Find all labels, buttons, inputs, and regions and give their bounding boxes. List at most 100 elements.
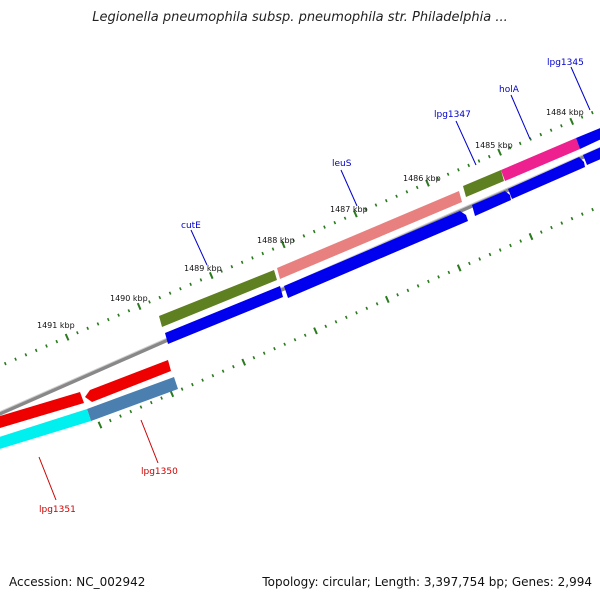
scale-label: 1485 kbp [475,141,513,150]
gene-arrow-lpg1347[interactable] [472,191,511,216]
major-tick [281,241,286,249]
minor-tick [395,194,398,198]
minor-tick [127,309,131,313]
minor-tick [262,351,266,355]
minor-tick [302,234,306,238]
minor-tick [457,168,460,172]
gene-label-holA[interactable]: holA [499,85,520,95]
gene-label-lpg1350[interactable]: lpg1350 [141,467,178,477]
gene-bar-holA-cog[interactable] [501,138,580,181]
minor-tick [261,251,265,256]
minor-tick [271,247,275,251]
minor-tick [467,163,471,168]
minor-tick [211,373,215,378]
gene-arrow-leuS[interactable] [284,211,468,298]
map-title: Legionella pneumophila subsp. pneumophil… [92,10,508,25]
gene-bar-lpg1351-cog[interactable] [0,409,91,452]
minor-tick [129,409,133,414]
gene-arrow-holA[interactable] [508,157,585,199]
minor-tick [106,317,110,322]
minor-tick [477,159,481,163]
minor-tick [560,221,564,225]
scale-label: 1488 kbp [257,236,295,245]
gene-label-lpg1351[interactable]: lpg1351 [39,505,76,515]
minor-tick [539,132,543,137]
gene-label-lpg1347[interactable]: lpg1347 [434,110,471,120]
minor-tick [415,185,419,190]
major-tick [569,117,575,126]
minor-tick [108,418,112,423]
minor-tick [180,387,184,391]
minor-tick [488,252,492,257]
scale-label: 1484 kbp [546,108,584,117]
minor-tick [550,225,553,230]
major-tick [425,179,430,187]
gene-bar-lpg1345-cog[interactable] [576,124,600,149]
minor-tick [487,154,491,159]
scale-label: 1489 kbp [184,264,222,273]
gene-arrow-lpg1350[interactable] [85,360,171,402]
major-tick [97,421,103,429]
minor-tick [34,348,38,353]
gene-bar-cutE-cog[interactable] [159,270,277,327]
gene-label-leuS[interactable]: leuS [332,159,352,169]
minor-tick [416,284,420,288]
callout-line-leuS [340,169,358,207]
minor-tick [45,344,48,348]
minor-tick [117,313,120,317]
gene-bar-leuS-cog[interactable] [277,191,462,279]
minor-tick [374,203,378,207]
minor-tick [446,172,450,176]
callout-line-lpg1345 [570,66,591,111]
minor-tick [273,346,276,351]
outer-tick-band [3,110,594,366]
gene-label-lpg1345[interactable]: lpg1345 [547,58,584,68]
gene-arrow-lpg1351[interactable] [0,392,84,431]
major-tick [313,327,318,335]
minor-tick [160,396,163,400]
callout-line-lpg1350 [140,419,159,464]
callout-line-holA [510,94,531,140]
minor-tick [14,357,17,361]
minor-tick [580,212,584,216]
minor-tick [303,333,307,337]
gene-arrow-cutE[interactable] [165,286,283,344]
inner-tick-band [97,207,594,429]
minor-tick [96,322,100,326]
minor-tick [251,256,254,260]
scale-label: 1487 kbp [330,205,368,214]
accession-label: Accession: NC_002942 [9,575,146,589]
minor-tick [323,225,326,229]
major-tick [208,271,214,280]
minor-tick [148,300,151,304]
minor-tick [201,378,204,382]
gene-bar-lpg1347-cog[interactable] [463,170,504,197]
minor-tick [570,216,574,221]
major-tick [497,148,502,156]
minor-tick [498,248,502,252]
gene-arrow-lpg1345[interactable] [583,143,600,165]
minor-tick [364,207,368,212]
minor-tick [591,207,594,212]
minor-tick [539,230,543,234]
minor-tick [252,355,256,360]
forward-gene-labels: lpg1345 holA lpg1347 leuS cutE [181,58,591,266]
minor-tick [436,176,440,181]
major-tick [353,210,358,218]
minor-tick [508,146,512,150]
minor-tick [333,220,337,225]
minor-tick [478,257,482,261]
minor-tick [343,216,347,220]
callout-line-lpg1347 [455,120,477,166]
major-tick [456,264,462,272]
minor-tick [293,338,297,342]
gene-label-cutE[interactable]: cutE [181,221,201,231]
minor-tick [139,405,143,409]
minor-tick [468,261,471,266]
minor-tick [580,115,584,119]
gene-bar-lpg1350-cog[interactable] [87,377,178,421]
minor-tick [437,275,440,279]
major-tick [64,333,70,341]
minor-tick [86,326,90,331]
